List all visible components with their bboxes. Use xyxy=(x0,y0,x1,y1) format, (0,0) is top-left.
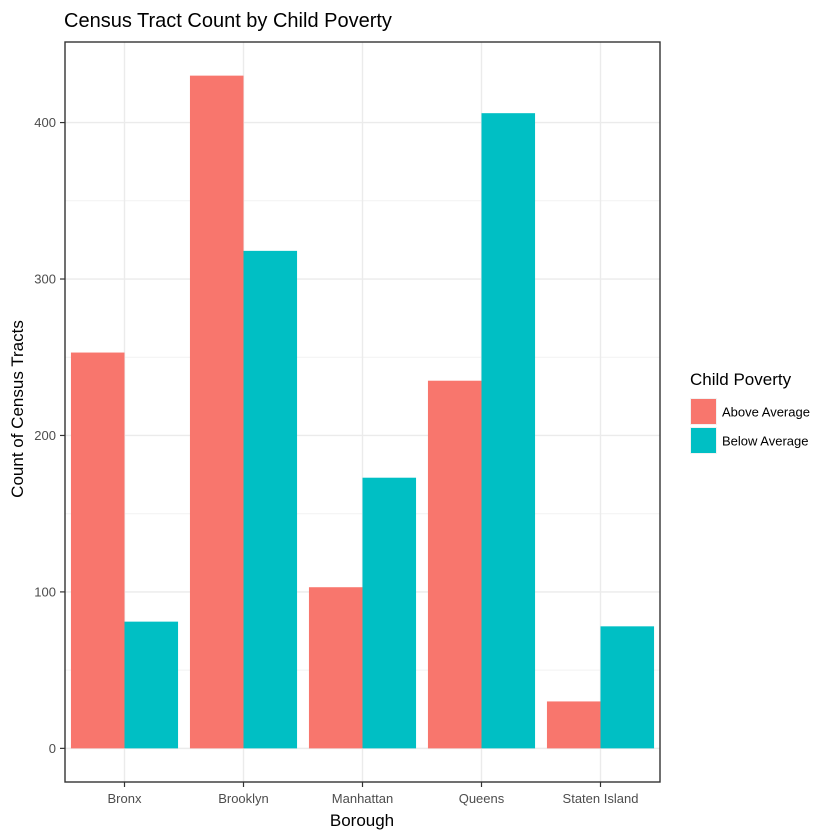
legend-swatch xyxy=(691,399,716,424)
y-tick-label: 300 xyxy=(34,272,56,287)
legend-label: Below Average xyxy=(722,434,809,449)
x-axis-label: Borough xyxy=(330,811,394,830)
plot-panel: 0 100 200 300 400 Bronx Brooklyn Manhattan Queen… xyxy=(34,41,661,806)
legend-label: Above Average xyxy=(722,405,810,420)
legend-title: Child Poverty xyxy=(690,370,792,389)
x-tick-label: Queens xyxy=(459,791,505,806)
bar-above-average xyxy=(189,75,244,749)
bar-above-average xyxy=(70,352,125,749)
bar-below-average xyxy=(481,113,536,749)
legend: Child Poverty Above Average Below Average xyxy=(690,370,810,454)
y-tick-label: 100 xyxy=(34,584,56,599)
y-tick-label: 400 xyxy=(34,115,56,130)
x-tick-label: Bronx xyxy=(108,791,142,806)
bar-above-average xyxy=(308,587,363,749)
bar-above-average xyxy=(427,380,482,749)
x-tick-label: Manhattan xyxy=(332,791,393,806)
x-tick-label: Staten Island xyxy=(563,791,639,806)
legend-swatch xyxy=(691,428,716,453)
bar-below-average xyxy=(600,626,655,749)
x-tick-label: Brooklyn xyxy=(218,791,269,806)
y-tick-label: 200 xyxy=(34,428,56,443)
bar-above-average xyxy=(546,701,601,749)
chart-title: Census Tract Count by Child Poverty xyxy=(64,10,392,32)
bar-below-average xyxy=(243,250,298,749)
bar-below-average xyxy=(362,477,417,749)
y-tick-label: 0 xyxy=(49,741,56,756)
bar-below-average xyxy=(124,621,179,749)
y-axis-label: Count of Census Tracts xyxy=(8,320,27,498)
